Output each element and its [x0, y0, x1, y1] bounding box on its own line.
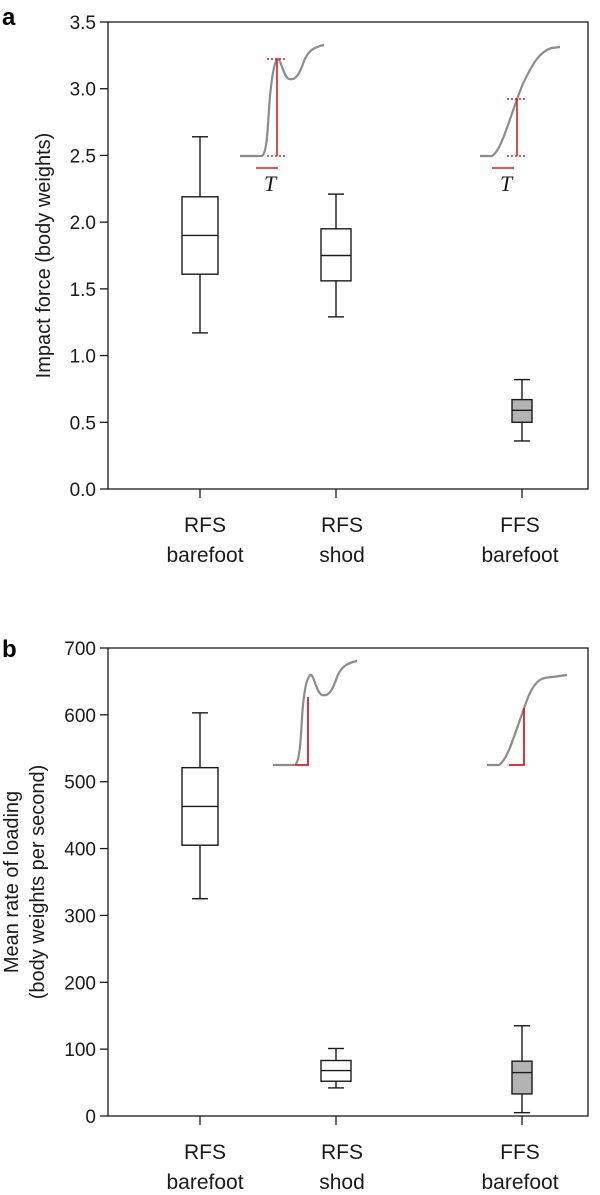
- box-plot-0: [181, 712, 219, 900]
- force-curve: [480, 45, 561, 158]
- category-label-line2: shod: [319, 1171, 365, 1194]
- y-axis-label: Impact force (body weights): [33, 133, 55, 379]
- force-curve-inset-1: T: [480, 45, 561, 196]
- y-tick-label: 100: [64, 1040, 96, 1061]
- force-curve: [487, 673, 568, 767]
- panel-b: b 0 100 200 300 400 500 600 700 RFS barefoot RFS sho…: [1, 636, 589, 1194]
- category-label-line1: FFS: [500, 514, 540, 537]
- panel-letter: b: [2, 636, 17, 663]
- force-curve-inset-1: [487, 673, 568, 767]
- category-label-line1: RFS: [184, 514, 226, 537]
- y-axis-label-line2: (body weights per second): [27, 765, 49, 1000]
- category-label-line2: barefoot: [481, 544, 558, 567]
- category-label-line2: shod: [319, 544, 365, 567]
- category-label-line1: RFS: [321, 1141, 363, 1164]
- category-label-line1: RFS: [321, 514, 363, 537]
- y-tick-label: 0: [85, 1107, 96, 1128]
- y-tick-label: 700: [64, 639, 96, 660]
- y-tick-label: 3.0: [70, 80, 96, 101]
- box-plot-2: [511, 378, 533, 442]
- force-curve: [273, 659, 358, 767]
- y-tick-label: 3.5: [70, 13, 96, 34]
- box-plot-1: [320, 1047, 352, 1089]
- box-plot-2: [511, 1025, 533, 1114]
- box-plot-1: [320, 193, 352, 318]
- iqr-box: [511, 1060, 533, 1095]
- time-interval-label: T: [500, 171, 514, 196]
- y-tick-label: 2.0: [70, 213, 96, 234]
- force-curve: [240, 43, 325, 158]
- y-tick-label: 1.0: [70, 347, 96, 368]
- category-label-line2: barefoot: [166, 1171, 243, 1194]
- y-tick-label: 2.5: [70, 146, 96, 167]
- force-curve-inset-0: T: [240, 43, 325, 196]
- y-tick-label: 300: [64, 906, 96, 927]
- box-plot-0: [181, 136, 219, 334]
- y-tick-label: 500: [64, 773, 96, 794]
- category-label-line2: barefoot: [481, 1171, 558, 1194]
- time-interval-label: T: [264, 171, 278, 196]
- y-tick-label: 400: [64, 840, 96, 861]
- category-label-line1: RFS: [184, 1141, 226, 1164]
- loading-rate-marker: [509, 708, 525, 766]
- y-tick-label: 1.5: [70, 280, 96, 301]
- plot-frame: [107, 21, 589, 490]
- category-label-line1: FFS: [500, 1141, 540, 1164]
- force-curve-inset-0: [273, 659, 358, 767]
- plot-frame: [107, 647, 589, 1117]
- y-tick-label: 600: [64, 706, 96, 727]
- y-tick-label: 200: [64, 973, 96, 994]
- loading-rate-marker: [295, 697, 309, 766]
- y-axis-label-line1: Mean rate of loading: [1, 791, 23, 973]
- y-tick-label: 0.0: [70, 480, 96, 501]
- panel-a: a 0.0 0.5 1.0 1.5 2.0 2.5 3.0 3.5 RFS barefoot RFS s…: [2, 4, 589, 567]
- category-label-line2: barefoot: [166, 544, 243, 567]
- y-tick-label: 0.5: [70, 413, 96, 434]
- panel-letter: a: [2, 4, 16, 31]
